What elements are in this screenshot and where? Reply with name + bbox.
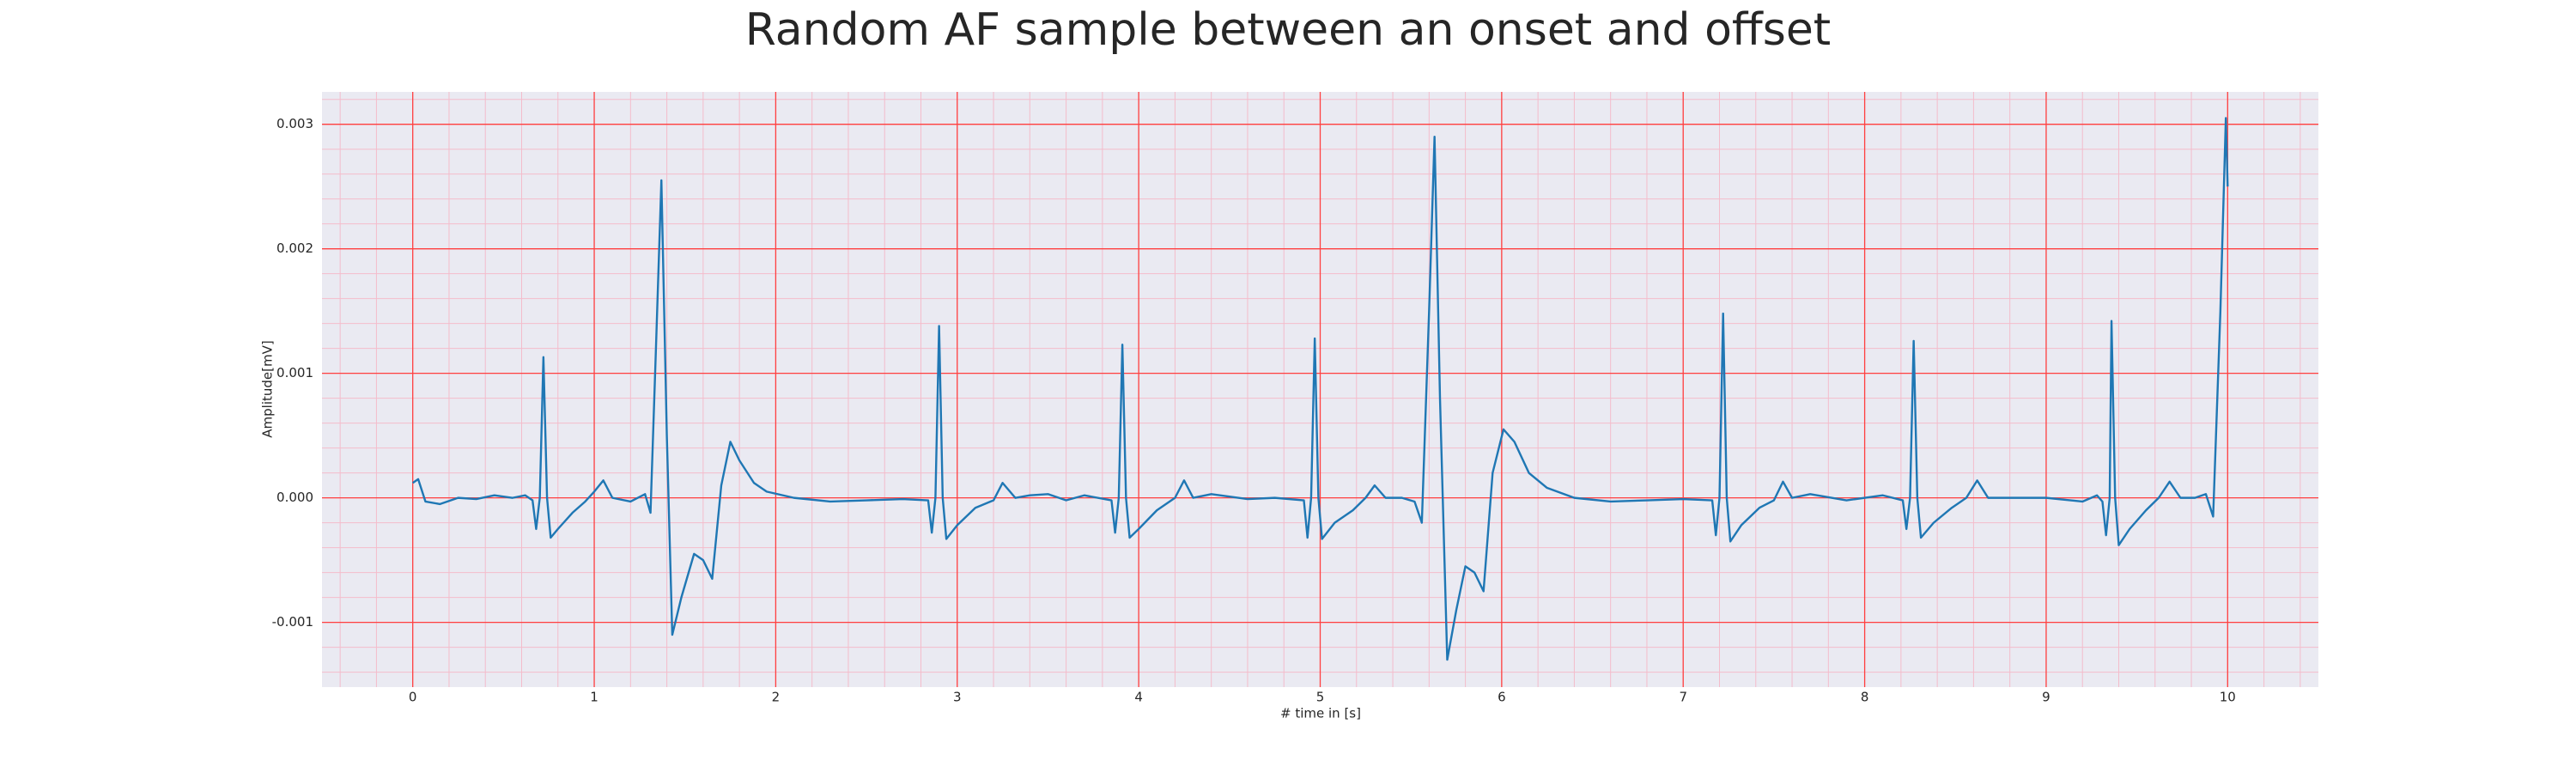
y-tick-label: 0.003	[276, 116, 313, 131]
x-tick-label: 8	[1861, 690, 1869, 705]
x-tick-label: 5	[1316, 690, 1325, 705]
y-axis-label: Amplitude[mV]	[260, 340, 276, 437]
x-tick-label: 3	[953, 690, 962, 705]
y-tick-label: 0.002	[276, 240, 313, 256]
chart-title: Random AF sample between an onset and of…	[745, 4, 1831, 56]
ecg-line	[412, 117, 2229, 661]
x-tick-label: 1	[590, 690, 598, 705]
y-tick-label: 0.001	[276, 365, 313, 380]
x-tick-label: 4	[1134, 690, 1143, 705]
x-tick-label: 7	[1679, 690, 1687, 705]
x-tick-label: 10	[2220, 690, 2236, 705]
x-tick-label: 9	[2042, 690, 2050, 705]
x-axis-label: # time in [s]	[1280, 706, 1361, 721]
x-tick-label: 0	[409, 690, 417, 705]
y-tick-label: 0.000	[276, 490, 313, 505]
x-tick-label: 6	[1498, 690, 1506, 705]
y-tick-label: -0.001	[272, 614, 313, 630]
x-tick-label: 2	[772, 690, 781, 705]
